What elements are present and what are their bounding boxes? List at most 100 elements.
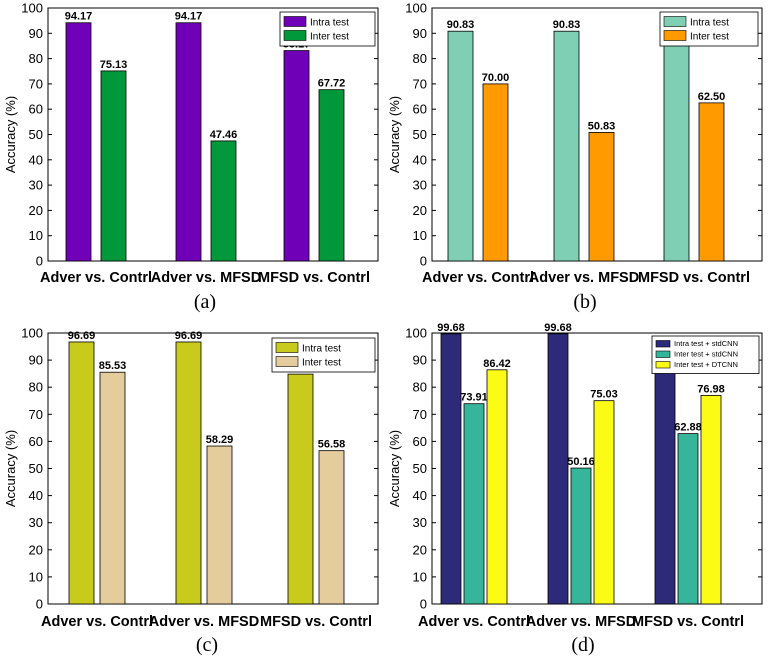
legend-entry: Intra test bbox=[310, 18, 349, 29]
x-category-label: MFSD vs. Contrl bbox=[632, 614, 744, 630]
y-axis-label: Accuracy (%) bbox=[3, 96, 18, 173]
legend-entry: Intra test bbox=[690, 18, 729, 29]
y-tick-label: 90 bbox=[29, 26, 43, 41]
y-tick-label: 100 bbox=[405, 326, 427, 341]
data-label: 67.72 bbox=[318, 78, 346, 90]
y-tick-label: 10 bbox=[413, 569, 427, 584]
bar-intra-test-1 bbox=[68, 341, 95, 605]
bar-inter-test-stdcnn-2 bbox=[570, 467, 592, 605]
legend-swatch bbox=[655, 361, 671, 369]
data-label: 76.98 bbox=[697, 383, 725, 395]
data-label: 58.29 bbox=[206, 434, 234, 446]
legend-entry: Inter test + DTCNN bbox=[674, 360, 738, 369]
data-label: 70.00 bbox=[482, 72, 510, 84]
x-category-label: MFSD vs. Contrl bbox=[258, 270, 370, 286]
legend-swatch bbox=[655, 350, 671, 358]
bar-inter-test-1 bbox=[99, 371, 126, 605]
legend-swatch bbox=[275, 342, 299, 353]
x-category-label: Adver vs. MFSD bbox=[529, 270, 639, 286]
bar-inter-test-dtcnn-1 bbox=[486, 369, 508, 605]
y-tick-label: 30 bbox=[413, 515, 427, 530]
bar-intra-test-3 bbox=[663, 36, 690, 262]
panel-caption: (b) bbox=[573, 291, 596, 313]
bar-inter-test-3 bbox=[698, 102, 725, 262]
x-category-label: Adver vs. Contrl bbox=[418, 614, 530, 630]
panel-caption: (a) bbox=[194, 291, 216, 313]
data-label: 96.69 bbox=[68, 330, 96, 342]
x-category-label: Adver vs. MFSD bbox=[526, 614, 636, 630]
data-label: 62.88 bbox=[674, 422, 702, 434]
y-tick-label: 20 bbox=[413, 203, 427, 218]
legend-swatch bbox=[283, 16, 307, 27]
y-tick-label: 70 bbox=[29, 407, 43, 422]
bar-intra-test-1 bbox=[447, 30, 474, 262]
x-category-label: Adver vs. Contrl bbox=[40, 270, 152, 286]
x-category-label: Adver vs. Contrl bbox=[422, 270, 534, 286]
y-tick-label: 0 bbox=[36, 254, 43, 269]
bar-inter-test-2 bbox=[210, 140, 237, 262]
bar-inter-test-1 bbox=[100, 70, 127, 262]
y-tick-label: 100 bbox=[21, 1, 43, 16]
y-tick-label: 70 bbox=[413, 76, 427, 91]
bar-intra-test-3 bbox=[287, 373, 314, 605]
y-tick-label: 60 bbox=[29, 102, 43, 117]
y-tick-label: 60 bbox=[29, 434, 43, 449]
y-tick-label: 0 bbox=[420, 254, 427, 269]
x-category-label: Adver vs. Contrl bbox=[41, 614, 153, 630]
legend-entry: Inter test bbox=[302, 358, 341, 369]
y-tick-label: 30 bbox=[413, 178, 427, 193]
y-tick-label: 90 bbox=[413, 353, 427, 368]
y-tick-label: 80 bbox=[413, 380, 427, 395]
bar-inter-test-1 bbox=[482, 83, 509, 262]
bar-intra-test-stdcnn-3 bbox=[654, 366, 676, 605]
chart-panel-b: 0 10 20 30 40 50 60 70 80 90 100 Accuracy (%) 90.83 7… bbox=[387, 1, 763, 313]
y-tick-label: 80 bbox=[29, 51, 43, 66]
y-tick-label: 100 bbox=[405, 1, 427, 16]
panel-caption: (c) bbox=[196, 634, 218, 656]
y-tick-label: 100 bbox=[21, 326, 43, 341]
data-label: 75.13 bbox=[100, 59, 128, 71]
data-label: 90.83 bbox=[553, 19, 581, 31]
y-tick-label: 40 bbox=[29, 488, 43, 503]
legend-entry: Inter test bbox=[690, 32, 729, 43]
bar-inter-test-3 bbox=[318, 450, 345, 605]
y-tick-label: 20 bbox=[413, 542, 427, 557]
y-tick-label: 10 bbox=[29, 228, 43, 243]
legend-swatch bbox=[663, 30, 687, 41]
data-label: 94.17 bbox=[65, 11, 93, 23]
bar-intra-test-2 bbox=[175, 22, 202, 262]
y-tick-label: 30 bbox=[29, 178, 43, 193]
legend-swatch bbox=[655, 340, 671, 348]
y-axis-label: Accuracy (%) bbox=[387, 430, 402, 507]
y-tick-label: 70 bbox=[413, 407, 427, 422]
bar-inter-test-stdcnn-3 bbox=[677, 433, 699, 605]
y-tick-label: 20 bbox=[29, 203, 43, 218]
data-label: 94.17 bbox=[175, 11, 203, 23]
chart-panel-a: 0 10 20 30 40 50 60 70 80 90 100 Accuracy (%) 94.17 7… bbox=[3, 1, 379, 313]
data-label: 62.50 bbox=[698, 91, 726, 103]
x-category-label: Adver vs. MFSD bbox=[151, 270, 261, 286]
y-tick-label: 60 bbox=[413, 434, 427, 449]
bar-inter-test-2 bbox=[206, 445, 233, 605]
bar-intra-test-stdcnn-1 bbox=[440, 333, 462, 605]
y-tick-label: 50 bbox=[29, 461, 43, 476]
y-tick-label: 90 bbox=[29, 353, 43, 368]
panel-caption: (d) bbox=[571, 634, 594, 656]
y-tick-label: 0 bbox=[36, 597, 43, 612]
data-label: 96.69 bbox=[175, 330, 203, 342]
x-category-label: MFSD vs. Contrl bbox=[260, 614, 372, 630]
bar-inter-test-2 bbox=[588, 132, 615, 262]
data-label: 85.53 bbox=[99, 360, 127, 372]
y-tick-label: 50 bbox=[413, 127, 427, 142]
x-category-label: Adver vs. MFSD bbox=[149, 614, 259, 630]
y-axis-label: Accuracy (%) bbox=[387, 96, 402, 173]
legend-entry: Intra test + stdCNN bbox=[674, 339, 738, 348]
y-tick-label: 40 bbox=[413, 488, 427, 503]
data-label: 50.16 bbox=[567, 456, 595, 468]
data-label: 90.83 bbox=[447, 19, 475, 31]
bar-intra-test-2 bbox=[175, 341, 202, 605]
y-tick-label: 80 bbox=[29, 380, 43, 395]
legend-swatch bbox=[663, 16, 687, 27]
